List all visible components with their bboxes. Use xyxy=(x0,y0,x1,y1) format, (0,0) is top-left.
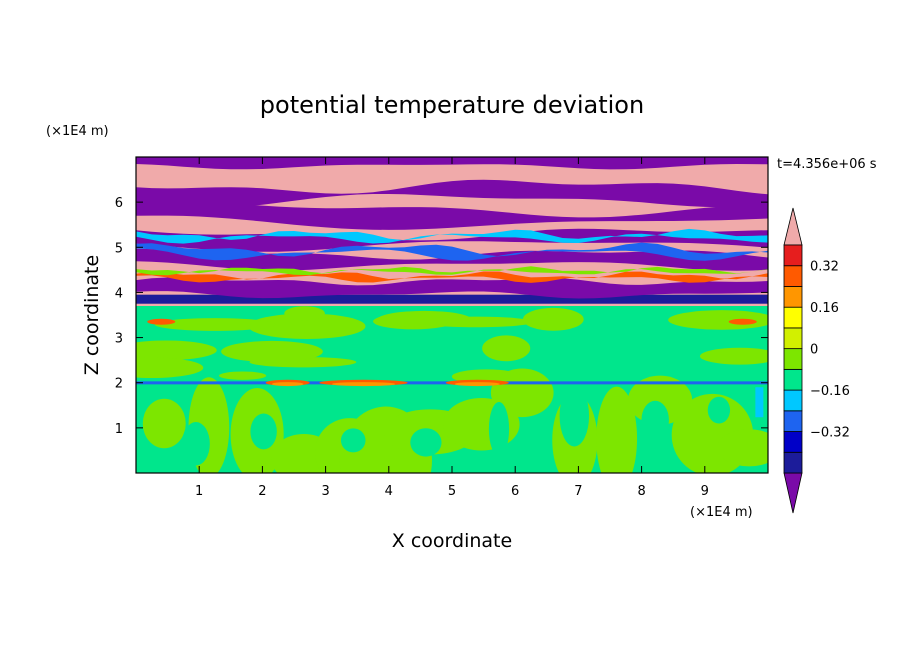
field-blob xyxy=(284,306,325,321)
colorbar-box xyxy=(783,265,803,287)
y-axis: 1 2 3 4 5 6 xyxy=(115,196,768,437)
field-dark-band xyxy=(136,294,768,304)
y-tick-label: 6 xyxy=(115,196,123,211)
field-swirl xyxy=(707,396,731,424)
colorbar-label: 0.32 xyxy=(810,260,839,275)
field-swirl xyxy=(410,428,442,457)
x-tick-label: 8 xyxy=(637,484,645,499)
field-red-patch xyxy=(147,318,176,325)
x-axis-label: X coordinate xyxy=(392,530,512,552)
field-blob xyxy=(699,347,768,365)
colorbar-box xyxy=(783,244,803,267)
field-swirl xyxy=(182,422,210,466)
x-tick-label: 2 xyxy=(258,484,266,499)
x-tick-label: 1 xyxy=(195,484,203,499)
colorbar-box xyxy=(783,286,803,308)
field-blob xyxy=(717,429,768,467)
colorbar-label: −0.16 xyxy=(810,384,850,399)
field-swirl xyxy=(250,413,277,450)
time-label: t=4.356e+06 s xyxy=(777,157,877,172)
colorbar-box xyxy=(783,368,803,391)
field-orange-patch xyxy=(454,382,500,387)
colorbar-box xyxy=(783,389,803,412)
field-blob xyxy=(248,313,366,340)
field-swirl xyxy=(488,401,510,457)
field-purple-layer xyxy=(136,179,768,208)
x-tick-label: 7 xyxy=(574,484,582,499)
x-tick-label: 9 xyxy=(701,484,709,499)
colorbar-bottom-triangle xyxy=(783,472,803,514)
field-blob xyxy=(522,307,584,331)
field-blob xyxy=(596,386,638,473)
colorbar-box xyxy=(783,306,803,329)
contour-field xyxy=(136,157,768,473)
colorbar-box xyxy=(783,348,803,370)
field-swirl xyxy=(641,400,669,440)
y-unit-label: (×1E4 m) xyxy=(46,124,109,139)
y-tick-label: 5 xyxy=(115,241,123,256)
x-tick-label: 5 xyxy=(448,484,456,499)
field-blob xyxy=(136,357,204,379)
field-cyan-edge xyxy=(755,387,764,418)
x-unit-label: (×1E4 m) xyxy=(690,505,753,520)
field-blob xyxy=(482,335,531,362)
field-purple-layer xyxy=(136,201,768,230)
y-axis-label: Z coordinate xyxy=(81,255,103,375)
colorbar-box xyxy=(783,451,803,474)
field-green-fringe xyxy=(136,266,768,276)
field-purple-layer xyxy=(136,277,768,299)
colorbar-box xyxy=(783,431,803,453)
colorbar-label: −0.32 xyxy=(810,426,850,441)
x-tick-label: 6 xyxy=(511,484,519,499)
y-tick-label: 1 xyxy=(115,422,123,437)
colorbar-label: 0.16 xyxy=(810,301,839,316)
field-blob xyxy=(218,371,267,380)
x-tick-label: 3 xyxy=(321,484,329,499)
colorbar-box xyxy=(783,327,803,350)
colorbar-box xyxy=(783,410,803,432)
colorbar: 0.32 0.16 0 −0.16 −0.32 xyxy=(783,207,850,514)
field-blob xyxy=(221,340,323,363)
field-cyan-fringe xyxy=(136,228,768,244)
colorbar-label: 0 xyxy=(810,343,818,358)
field-blue-fringe xyxy=(136,242,768,261)
field-blob xyxy=(136,340,217,361)
chart-title: potential temperature deviation xyxy=(260,91,644,119)
field-blob xyxy=(417,316,534,328)
field-swirl xyxy=(559,385,590,447)
field-swirl xyxy=(340,428,366,453)
field-blob xyxy=(154,318,276,331)
field-red-patch xyxy=(728,318,757,325)
field-blob xyxy=(142,398,186,449)
y-tick-label: 3 xyxy=(115,332,123,347)
field-blob xyxy=(668,310,768,330)
x-axis: 1 2 3 4 5 6 7 8 9 xyxy=(195,157,709,499)
y-tick-label: 4 xyxy=(115,286,123,301)
field-orange-patch xyxy=(331,382,396,387)
x-tick-label: 4 xyxy=(385,484,393,499)
field-orange-patch xyxy=(271,382,304,387)
y-tick-label: 2 xyxy=(115,377,123,392)
colorbar-top-triangle xyxy=(783,207,803,246)
